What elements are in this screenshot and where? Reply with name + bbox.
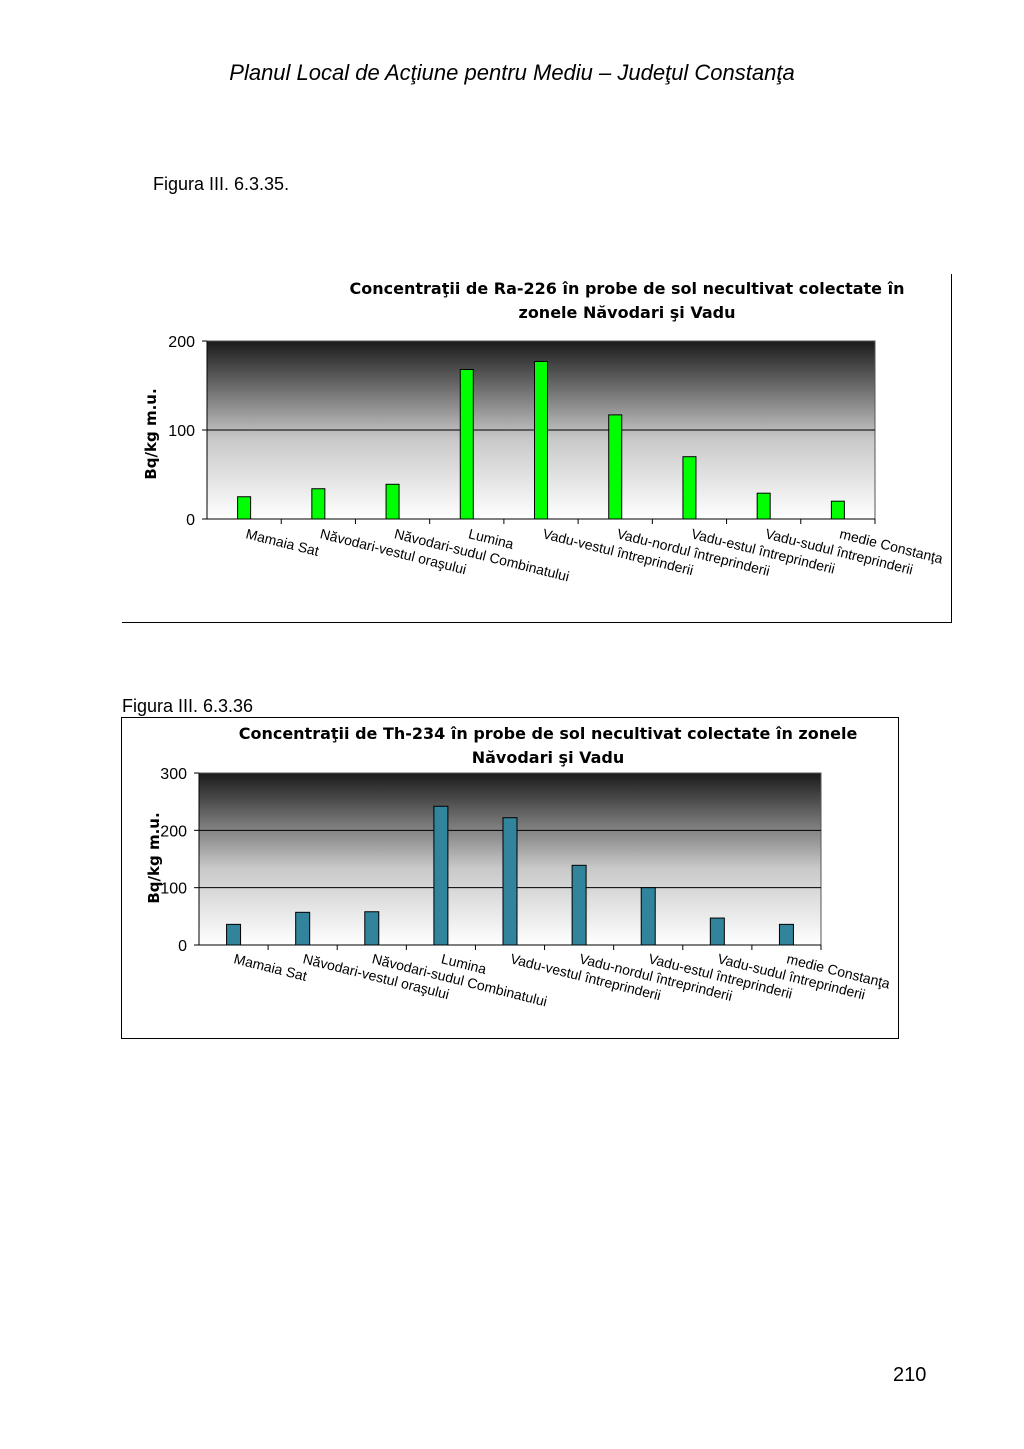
- y-tick-label: 0: [178, 938, 187, 955]
- y-tick-label: 200: [160, 823, 187, 840]
- y-axis-label: Bq/kg m.u.: [142, 388, 160, 479]
- chart-title-line: Năvodari şi Vadu: [472, 748, 625, 767]
- bar: [502, 817, 518, 946]
- figure-label: Figura III. 6.3.36: [122, 696, 254, 716]
- y-tick-label: 300: [160, 766, 187, 783]
- bar: [571, 864, 587, 946]
- chart-title-line: Concentraţii de Th-234 în probe de sol n…: [239, 724, 858, 743]
- bar: [682, 456, 697, 520]
- bar: [385, 483, 400, 520]
- x-category-label: Mamaia Sat: [232, 950, 308, 984]
- bar: [778, 923, 794, 946]
- chart-title-line: Concentraţii de Ra-226 în probe de sol n…: [350, 279, 905, 298]
- bar: [640, 887, 656, 946]
- chart-ra226-svg: Concentraţii de Ra-226 în probe de sol n…: [142, 279, 945, 584]
- y-tick-label: 100: [160, 881, 187, 898]
- page-header: Planul Local de Acţiune pentru Mediu – J…: [229, 60, 795, 85]
- chart-ra226: Concentraţii de Ra-226 în probe de sol n…: [122, 274, 952, 623]
- bar: [311, 488, 326, 520]
- bar: [226, 923, 242, 946]
- figure-label: Figura III. 6.3.35.: [153, 174, 290, 194]
- page-number: 210: [893, 1364, 927, 1386]
- bar: [433, 805, 449, 946]
- chart-th234-svg: Concentraţii de Th-234 în probe de sol n…: [145, 724, 892, 1009]
- bar: [709, 917, 725, 946]
- chart-th234: Concentraţii de Th-234 în probe de sol n…: [121, 717, 899, 1039]
- bar: [237, 496, 252, 520]
- bar: [295, 911, 311, 946]
- y-tick-label: 200: [168, 334, 195, 351]
- bar: [830, 500, 845, 520]
- x-category-label: Mamaia Sat: [244, 525, 320, 559]
- bar: [756, 492, 771, 520]
- bar: [608, 414, 623, 520]
- bar: [459, 368, 474, 520]
- y-axis-label: Bq/kg m.u.: [145, 812, 163, 903]
- bar: [534, 360, 548, 520]
- chart-title-line: zonele Năvodari şi Vadu: [519, 303, 736, 322]
- y-tick-label: 100: [168, 423, 195, 440]
- y-tick-label: 0: [186, 512, 195, 529]
- bar: [364, 911, 380, 946]
